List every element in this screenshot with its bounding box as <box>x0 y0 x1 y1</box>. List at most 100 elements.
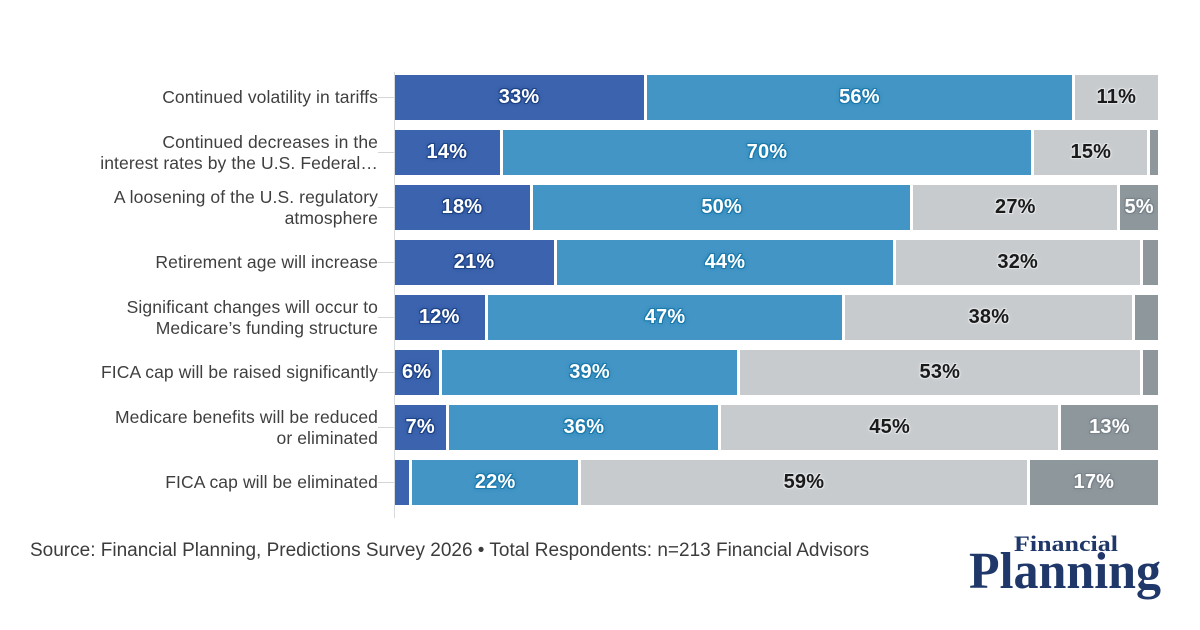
bar: 22% 59% 17% <box>394 460 1158 505</box>
segment-value-label: 18% <box>441 196 483 218</box>
bar-segment-dark-gray: 17% <box>1029 460 1158 505</box>
logo-word-financial: Financial <box>1014 531 1118 556</box>
segment-value-label: 47% <box>644 306 686 328</box>
source-text: Source: Financial Planning, Predictions … <box>30 540 870 561</box>
axis-tick <box>378 207 394 208</box>
bar: 6% 39% 53% <box>394 350 1159 395</box>
bar-segment-medium-blue: 44% <box>557 240 893 285</box>
axis-tick-zone <box>378 240 394 285</box>
segment-value-label: 56% <box>839 86 880 108</box>
bar-segment-dark-blue: 6% <box>394 350 440 395</box>
segment-value-label: 33% <box>498 86 540 108</box>
bar-segment-dark-blue <box>394 460 410 505</box>
category-label: Medicare benefits will be reduced or eli… <box>114 406 378 448</box>
category-label: FICA cap will be eliminated <box>165 472 378 492</box>
bar-segment-light-gray: 59% <box>581 460 1027 505</box>
bar-segment-light-gray: 45% <box>721 405 1058 450</box>
bar-segment-medium-blue: 70% <box>502 130 1032 175</box>
stacked-bar-chart: Continued volatility in tariffs 33% 56% 11… <box>30 72 1159 518</box>
segment-value-label: 27% <box>995 196 1036 218</box>
segment-value-label: 39% <box>569 361 610 383</box>
axis-tick-zone <box>378 185 394 230</box>
category-label: Continued volatility in tariffs <box>162 87 378 107</box>
bar-segment-dark-blue: 33% <box>394 75 645 120</box>
axis-tick <box>378 262 394 263</box>
category-label: A loosening of the U.S. regulatory atmos… <box>113 186 378 228</box>
bar-segment-dark-blue: 14% <box>394 130 500 175</box>
bar-segment-dark-blue: 12% <box>394 295 485 340</box>
axis-tick <box>378 152 394 153</box>
bar-segment-light-gray: 38% <box>845 295 1133 340</box>
bar-segment-light-gray: 53% <box>739 350 1140 395</box>
bar-segment-light-gray: 32% <box>895 240 1140 285</box>
chart-row: Continued decreases in the interest rate… <box>30 130 1158 175</box>
segment-value-label: 21% <box>453 251 495 273</box>
axis-tick-zone <box>378 405 394 450</box>
bar-segment-medium-blue: 47% <box>487 295 843 340</box>
axis-tick-zone <box>378 295 394 340</box>
segment-value-label: 45% <box>869 416 910 438</box>
bar: 21% 44% 32% <box>394 240 1158 285</box>
bar-segment-dark-gray <box>1142 350 1159 395</box>
segment-value-label: 44% <box>704 251 746 273</box>
axis-tick-zone <box>378 460 394 505</box>
bar-segment-medium-blue: 39% <box>442 350 737 395</box>
chart-row: Significant changes will occur to Medica… <box>30 295 1158 340</box>
bar-segment-medium-blue: 56% <box>647 75 1072 120</box>
chart-row: A loosening of the U.S. regulatory atmos… <box>30 185 1158 230</box>
chart-row: Retirement age will increase 21% 44% 32% <box>30 240 1158 285</box>
segment-value-label: 36% <box>563 416 605 438</box>
bar-segment-light-gray: 11% <box>1074 75 1158 120</box>
segment-value-label: 11% <box>1096 86 1137 108</box>
category-label: Continued decreases in the interest rate… <box>100 131 378 173</box>
axis-tick <box>378 482 394 483</box>
bar: 33% 56% 11% <box>394 75 1158 120</box>
chart-row: Continued volatility in tariffs 33% 56% 11… <box>30 75 1158 120</box>
axis-tick <box>378 372 394 373</box>
segment-value-label: 7% <box>405 416 435 438</box>
segment-value-label: 15% <box>1070 141 1112 163</box>
axis-tick-zone <box>378 130 394 175</box>
bar-segment-dark-gray: 5% <box>1120 185 1158 230</box>
axis-tick-zone <box>378 350 394 395</box>
chart-row: FICA cap will be raised significantly 6%… <box>30 350 1159 395</box>
bar-segment-medium-blue: 36% <box>449 405 719 450</box>
bar: 14% 70% 15% <box>394 130 1158 175</box>
segment-value-label: 38% <box>968 306 1010 328</box>
category-label: FICA cap will be raised significantly <box>100 362 378 382</box>
y-axis-line <box>394 72 395 518</box>
bar: 18% 50% 27% 5% <box>394 185 1158 230</box>
chart-row: Medicare benefits will be reduced or eli… <box>30 405 1158 450</box>
bar: 7% 36% 45% 13% <box>394 405 1158 450</box>
segment-value-label: 17% <box>1073 471 1115 493</box>
bar-segment-dark-gray <box>1142 240 1158 285</box>
segment-value-label: 22% <box>474 471 516 493</box>
segment-value-label: 32% <box>997 251 1039 273</box>
chart-row: FICA cap will be eliminated 22% 59% 17% <box>30 460 1158 505</box>
axis-tick <box>378 97 394 98</box>
bar-segment-light-gray: 15% <box>1034 130 1148 175</box>
bar-segment-dark-blue: 21% <box>394 240 555 285</box>
bar-segment-dark-gray: 13% <box>1060 405 1158 450</box>
bar-segment-dark-gray <box>1150 130 1158 175</box>
bar-segment-medium-blue: 50% <box>532 185 911 230</box>
plot-area: Continued volatility in tariffs 33% 56% 11… <box>30 75 1159 505</box>
segment-value-label: 13% <box>1089 416 1130 438</box>
segment-value-label: 50% <box>701 196 742 218</box>
segment-value-label: 53% <box>919 361 961 383</box>
segment-value-label: 12% <box>418 306 460 328</box>
segment-value-label: 70% <box>746 141 788 163</box>
category-label: Retirement age will increase <box>155 252 378 272</box>
axis-tick-zone <box>378 75 394 120</box>
logo-word-planning: Planning <box>969 543 1161 600</box>
bar-segment-dark-blue: 7% <box>394 405 447 450</box>
bar-segment-light-gray: 27% <box>913 185 1118 230</box>
segment-value-label: 5% <box>1124 196 1154 218</box>
segment-value-label: 6% <box>401 361 432 383</box>
bar-segment-dark-gray <box>1135 295 1158 340</box>
financial-planning-logo: Financial Planning <box>969 531 1161 600</box>
bar: 12% 47% 38% <box>394 295 1158 340</box>
axis-tick <box>378 427 394 428</box>
category-label: Significant changes will occur to Medica… <box>126 296 378 338</box>
